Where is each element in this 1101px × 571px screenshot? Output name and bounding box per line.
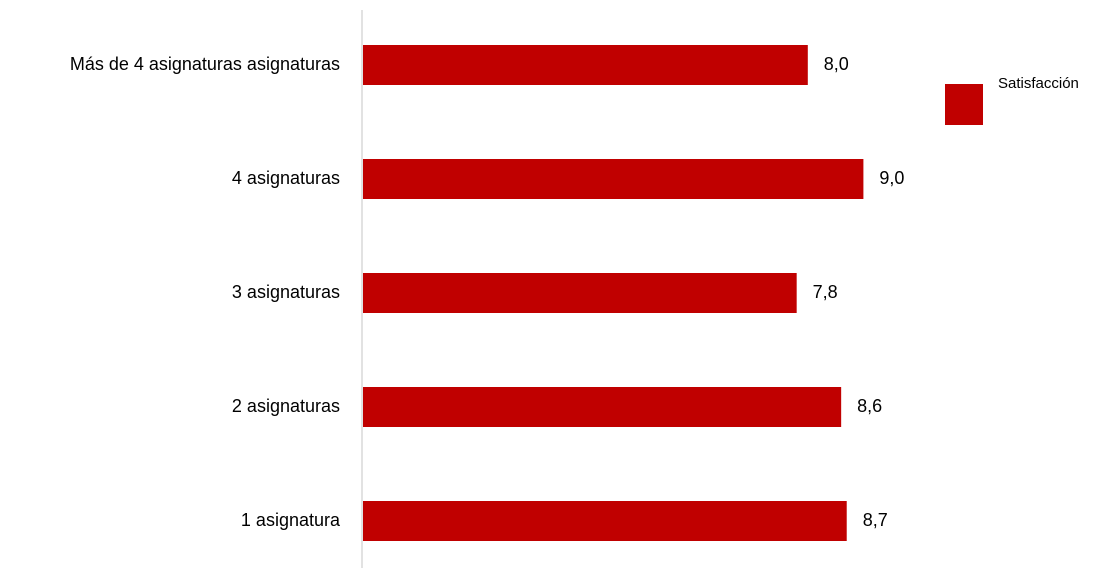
category-label: Más de 4 asignaturas asignaturas — [70, 54, 340, 74]
data-label: 8,6 — [857, 396, 882, 416]
category-label: 1 asignatura — [241, 510, 341, 530]
category-label: 2 asignaturas — [232, 396, 340, 416]
bar — [363, 159, 864, 199]
bar — [363, 387, 842, 427]
data-label: 7,8 — [813, 282, 838, 302]
legend-label: Satisfacción — [998, 75, 1079, 92]
bar — [363, 45, 808, 85]
category-label: 3 asignaturas — [232, 282, 340, 302]
category-label: 4 asignaturas — [232, 168, 340, 188]
data-label: 8,0 — [824, 54, 849, 74]
bar — [363, 501, 847, 541]
data-label: 9,0 — [879, 168, 904, 188]
legend-swatch — [945, 84, 983, 125]
data-label: 8,7 — [863, 510, 888, 530]
bar — [363, 273, 797, 313]
